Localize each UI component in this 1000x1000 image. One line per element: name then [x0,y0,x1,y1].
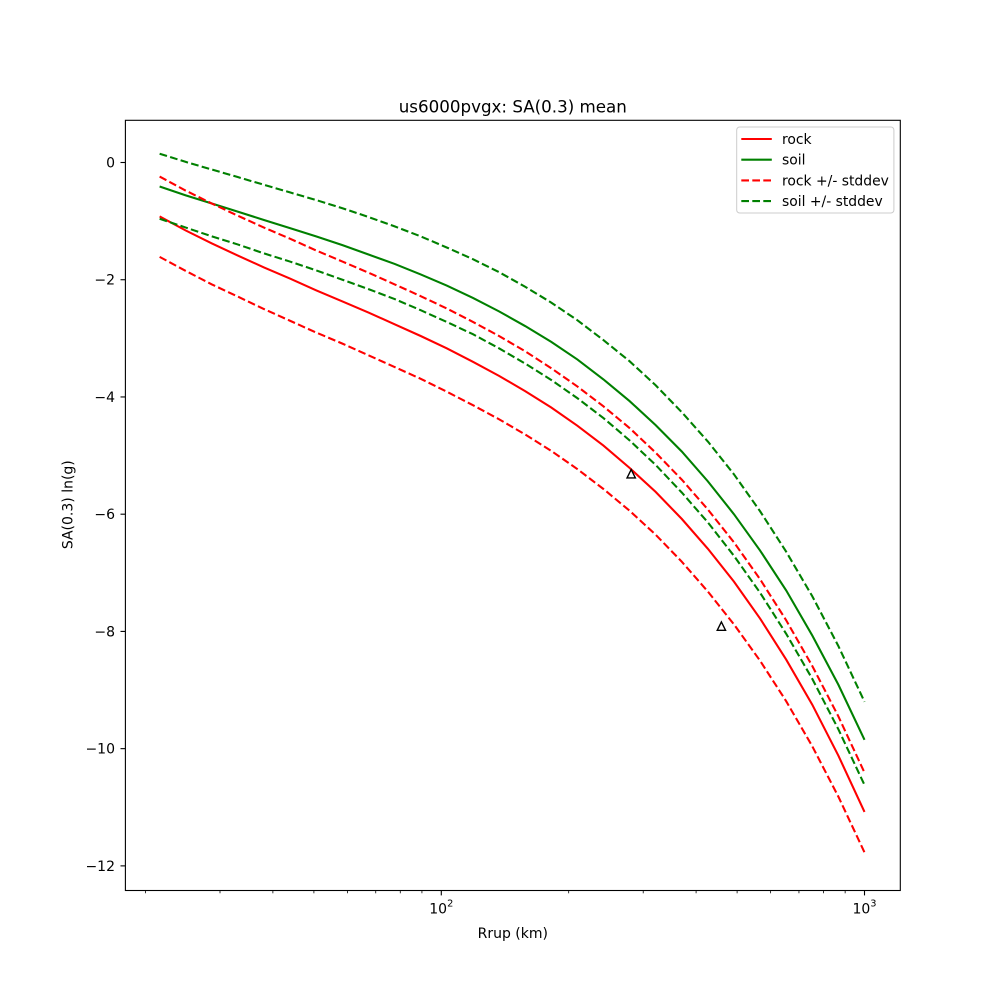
legend-label-rock-stddev: rock +/- stddev [782,173,889,189]
y-axis-label: SA(0.3) ln(g) [61,460,77,549]
legend-label-rock: rock [782,132,812,148]
legend-label-soil: soil [782,153,805,169]
axes [124,119,901,892]
plot-area-spines [124,119,901,892]
chart-title: us6000pvgx: SA(0.3) mean [399,97,627,117]
legend: rock soil rock +/- stddev soil +/- stddev [736,126,895,214]
legend-label-soil-stddev: soil +/- stddev [782,194,883,210]
x-tick-label: 103 [852,899,876,918]
x-axis-label: Rrup (km) [478,926,548,942]
x-tick-label: 102 [429,899,453,918]
series-line-soil [159,185,866,741]
y-tick-label: −4 [94,390,115,406]
series-line-rock-plus-stddev [159,175,866,774]
series-line-soil-plus-stddev [159,152,866,703]
y-tick-label: −10 [85,742,115,758]
series-line-soil-minus-stddev [159,217,866,786]
series-line-rock [159,215,866,813]
axis-tick-labels: 102 103 0 −2 −4 −6 −8 −10 −12 [85,156,876,918]
station-marker [625,468,637,479]
y-tick-label: −2 [94,273,115,289]
y-tick-label: −6 [94,507,115,523]
station-markers [625,468,727,632]
y-tick-label: −12 [85,859,115,875]
station-marker [716,620,727,632]
y-tick-label: −8 [94,624,115,640]
curves [159,152,866,853]
legend-box [736,126,895,214]
axis-ticks [120,161,866,896]
y-tick-label: 0 [106,156,115,172]
series-line-rock-minus-stddev [159,255,866,853]
